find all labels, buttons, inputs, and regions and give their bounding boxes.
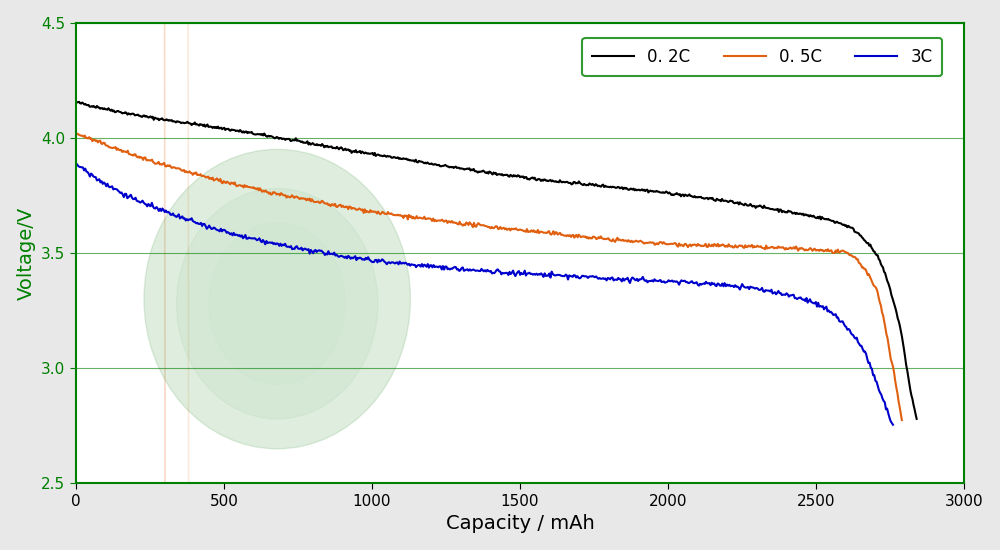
- Ellipse shape: [176, 0, 201, 550]
- 0. 2C: [580, 182, 592, 189]
- Line: 0. 2C: 0. 2C: [76, 102, 917, 419]
- 3C: [606, 274, 618, 281]
- 3C: [270, 241, 282, 248]
- Line: 3C: 3C: [76, 163, 893, 425]
- 0. 5C: [896, 417, 908, 424]
- Line: 0. 5C: 0. 5C: [76, 133, 902, 420]
- 0. 2C: [605, 184, 617, 191]
- Y-axis label: Voltage/V: Voltage/V: [17, 206, 36, 300]
- 0. 2C: [70, 98, 82, 105]
- Legend: 0. 2C, 0. 5C, 3C: 0. 2C, 0. 5C, 3C: [582, 38, 942, 76]
- Ellipse shape: [209, 223, 345, 384]
- Ellipse shape: [141, 0, 188, 550]
- 3C: [328, 249, 340, 256]
- 0. 5C: [70, 129, 82, 136]
- X-axis label: Capacity / mAh: Capacity / mAh: [446, 514, 594, 534]
- 0. 2C: [121, 111, 133, 118]
- 0. 5C: [553, 230, 565, 237]
- 0. 5C: [228, 181, 240, 188]
- Ellipse shape: [144, 150, 410, 449]
- 3C: [70, 160, 82, 167]
- 3C: [300, 246, 312, 252]
- 0. 5C: [596, 235, 608, 241]
- 3C: [806, 299, 818, 306]
- Ellipse shape: [177, 189, 378, 419]
- 0. 2C: [794, 210, 806, 217]
- 0. 5C: [439, 217, 451, 224]
- 0. 2C: [708, 196, 720, 203]
- 0. 2C: [558, 179, 570, 185]
- 0. 2C: [911, 416, 923, 422]
- 0. 5C: [343, 203, 355, 210]
- 0. 5C: [724, 243, 736, 249]
- 3C: [887, 421, 899, 428]
- 3C: [706, 279, 718, 286]
